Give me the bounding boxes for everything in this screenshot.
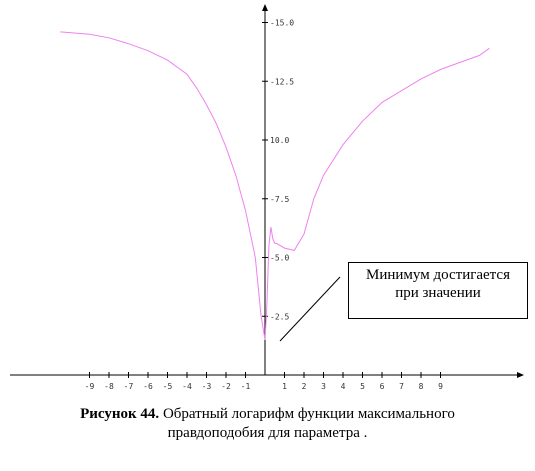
x-tick-label: -9 <box>85 382 95 391</box>
annotation-line-1: Минимум достигается <box>366 267 510 283</box>
x-tick-label: 9 <box>438 382 443 391</box>
x-tick-label: 8 <box>419 382 424 391</box>
y-tick-label: 10.0 <box>270 136 289 145</box>
figure-caption: Рисунок 44. Обратный логарифм функции ма… <box>0 405 535 443</box>
y-tick-label: -5.0 <box>270 254 289 263</box>
x-tick-label: -2 <box>221 382 231 391</box>
x-tick-label: 2 <box>302 382 307 391</box>
x-tick-label: 6 <box>380 382 385 391</box>
x-tick-label: 3 <box>321 382 326 391</box>
x-tick-label: -3 <box>202 382 212 391</box>
caption-line-1: Обратный логарифм функции максимального <box>159 406 455 422</box>
x-tick-label: 4 <box>341 382 346 391</box>
figure-label: Рисунок 44. <box>80 406 160 422</box>
x-tick-label: 1 <box>282 382 287 391</box>
annotation-line-2: при значении <box>395 285 481 301</box>
y-tick-label: -15.0 <box>270 19 294 28</box>
x-tick-label: -4 <box>182 382 192 391</box>
x-tick-label: -5 <box>163 382 173 391</box>
y-tick-label: -2.5 <box>270 312 289 321</box>
callout-pointer <box>279 276 341 342</box>
x-tick-label: 7 <box>399 382 404 391</box>
x-tick-label: -1 <box>241 382 251 391</box>
y-tick-label: -12.5 <box>270 77 294 86</box>
y-tick-label: -7.5 <box>270 195 289 204</box>
x-ticks: -9 -8 -7 -6 -5 -4 -3 -2 -1 1 2 3 4 5 6 7 8 9 <box>85 372 443 391</box>
x-tick-label: 5 <box>360 382 365 391</box>
y-axis-arrow <box>262 4 268 11</box>
x-tick-label: -7 <box>124 382 134 391</box>
caption-line-2: правдоподобия для параметра . <box>167 425 368 441</box>
chart-plot: -9 -8 -7 -6 -5 -4 -3 -2 -1 1 2 3 4 5 6 7 8 9 -2.5 -5.0 -7.5… <box>10 4 524 391</box>
y-ticks: -2.5 -5.0 -7.5 10.0 -12.5 -15.0 <box>262 19 294 321</box>
x-axis-arrow <box>517 372 524 378</box>
annotation-box: Минимум достигается при значении <box>348 262 528 319</box>
series-line <box>60 31 490 340</box>
x-tick-label: -8 <box>104 382 114 391</box>
x-tick-label: -6 <box>143 382 153 391</box>
